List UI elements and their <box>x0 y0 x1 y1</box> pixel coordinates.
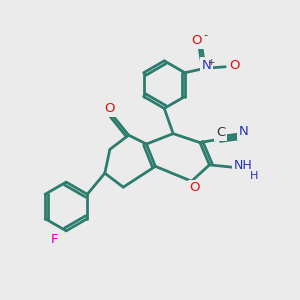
Text: O: O <box>104 102 115 115</box>
Text: O: O <box>191 34 202 47</box>
Text: F: F <box>50 233 58 246</box>
Text: N: N <box>239 125 249 138</box>
Text: O: O <box>189 181 200 194</box>
Text: NH: NH <box>234 159 252 172</box>
Text: O: O <box>229 59 239 72</box>
Text: +: + <box>207 58 215 67</box>
Text: H: H <box>250 171 258 181</box>
Text: -: - <box>203 30 207 40</box>
Text: N: N <box>201 59 211 72</box>
Text: C: C <box>216 126 225 139</box>
